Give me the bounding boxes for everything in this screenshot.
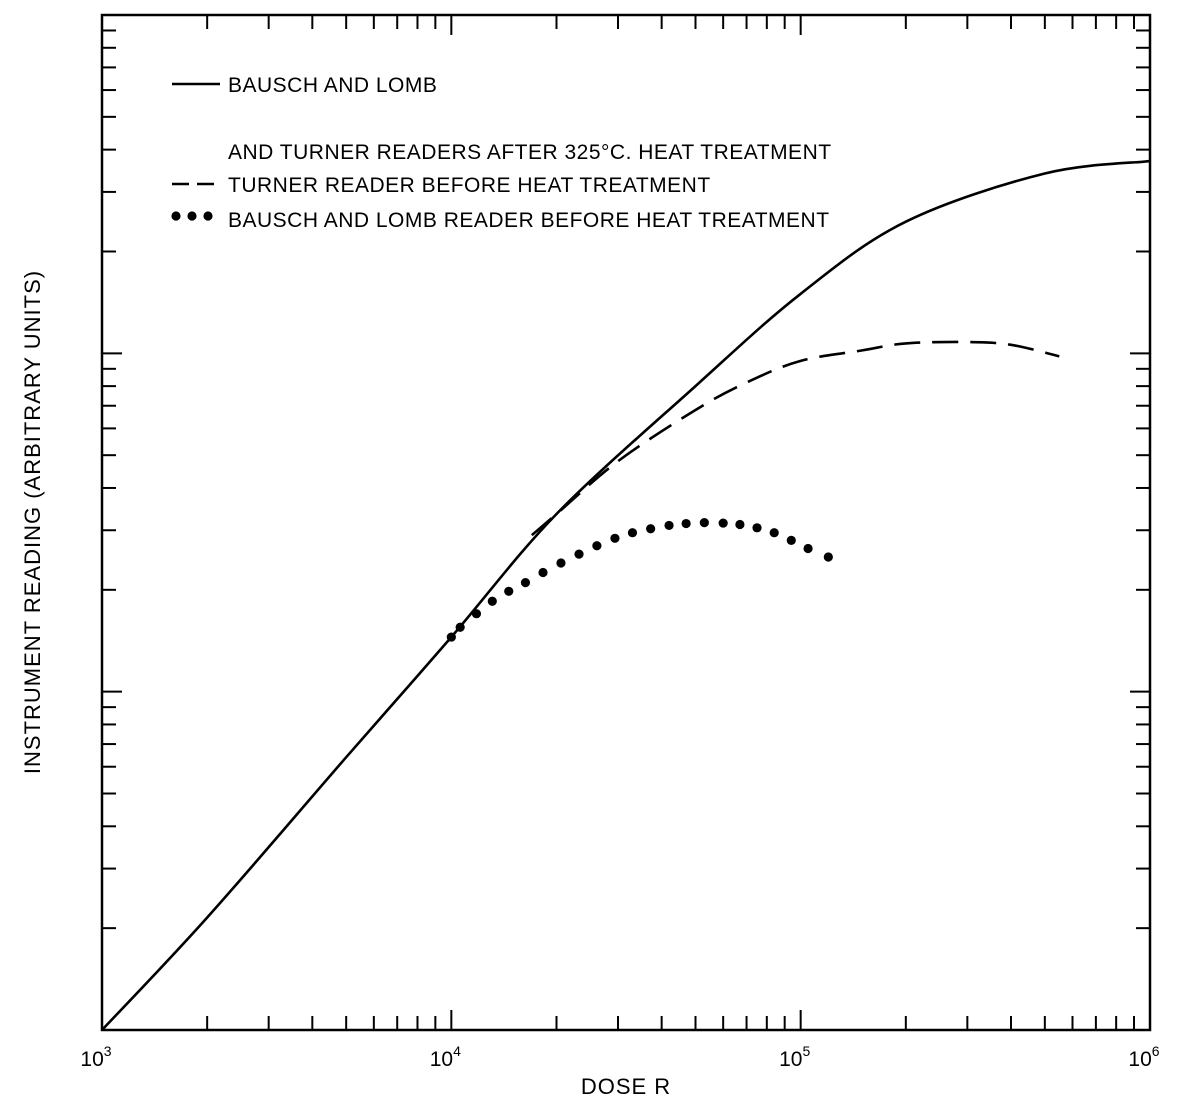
series-dotted-point	[471, 609, 482, 619]
series-dotted-point	[699, 518, 709, 528]
y-axis-label: INSTRUMENT READING (ARBITRARY UNITS)	[20, 270, 45, 774]
legend: BAUSCH AND LOMB AND TURNER READERS AFTER…	[171, 74, 831, 232]
legend-swatch-dot	[203, 211, 213, 221]
series-dotted-point	[504, 586, 514, 596]
x-tick-label: 105	[779, 1043, 810, 1071]
series-dashed-line	[530, 340, 1060, 537]
plot-frame	[100, 13, 1152, 1032]
x-tick-label: 106	[1128, 1043, 1159, 1071]
x-tick-label: 103	[80, 1043, 111, 1071]
series-dotted-point	[556, 558, 566, 568]
legend-swatches	[171, 82, 220, 221]
series-dotted-point	[664, 520, 674, 531]
series-dotted-point	[786, 535, 796, 545]
series-dotted-point	[455, 622, 465, 632]
series-dotted-point	[769, 528, 779, 538]
series-dotted-point	[538, 567, 548, 578]
series-dotted-point	[592, 541, 602, 551]
series-dotted-point	[610, 533, 620, 543]
axis-ticks	[101, 14, 1151, 1031]
x-tick-labels: 103 104 105 106	[80, 1043, 1159, 1071]
legend-entry-dotted: BAUSCH AND LOMB READER BEFORE HEAT TREAT…	[228, 209, 830, 232]
series-solid-line	[101, 159, 1151, 1031]
series-dotted-point	[752, 523, 762, 533]
series-dotted-point	[803, 543, 813, 554]
x-tick-label: 104	[430, 1043, 461, 1071]
series-dotted-point	[574, 549, 584, 559]
series-dotted-point	[718, 518, 728, 528]
x-axis-label: DOSE R	[581, 1074, 671, 1099]
series-dotted-point	[520, 578, 531, 588]
legend-entry-solid-line2: AND TURNER READERS AFTER 325°C. HEAT TRE…	[228, 141, 832, 164]
legend-entry-dashed: TURNER READER BEFORE HEAT TREATMENT	[228, 174, 711, 197]
series-layer	[101, 159, 1151, 1031]
series-dotted-point	[487, 596, 497, 606]
series-dotted-point	[823, 552, 833, 562]
series-dotted-point	[646, 524, 656, 534]
series-dotted-point	[446, 632, 456, 642]
series-dotted-point	[627, 528, 638, 538]
legend-entry-solid-line1: BAUSCH AND LOMB	[228, 74, 437, 97]
legend-swatch-dot	[171, 211, 181, 221]
legend-swatch-dot	[187, 211, 197, 221]
series-dotted-point	[681, 518, 691, 529]
series-dotted-point	[735, 519, 745, 530]
